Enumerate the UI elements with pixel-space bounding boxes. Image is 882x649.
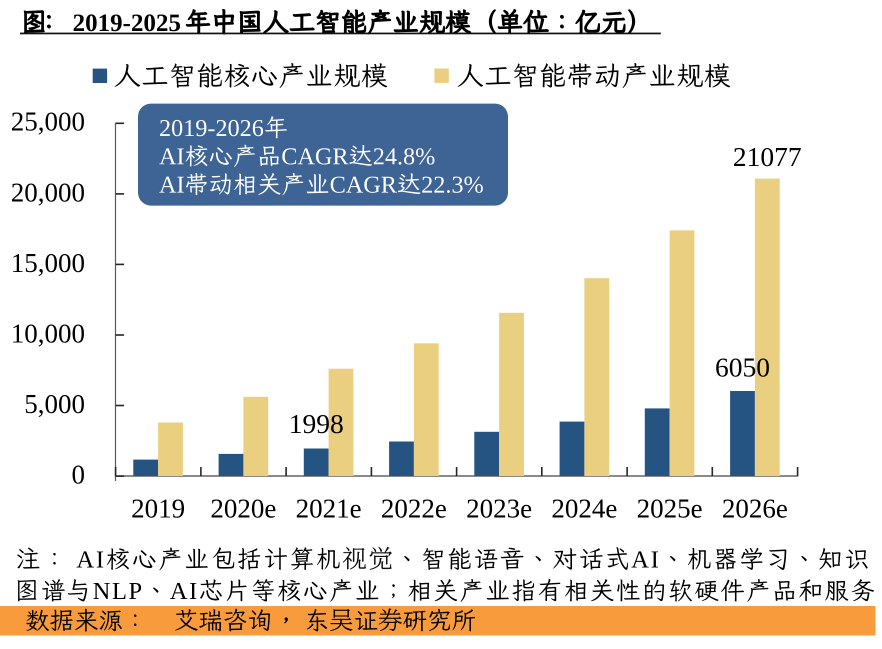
svg-text:5,000: 5,000 xyxy=(24,389,85,419)
svg-text:2020e: 2020e xyxy=(210,494,276,524)
svg-text:0: 0 xyxy=(72,460,86,490)
svg-text:2023e: 2023e xyxy=(466,494,532,524)
svg-text:1998: 1998 xyxy=(289,408,344,439)
svg-text:2026e: 2026e xyxy=(722,494,788,524)
svg-text:25,000: 25,000 xyxy=(11,107,85,137)
svg-text:2024e: 2024e xyxy=(551,494,617,524)
svg-text:2019: 2019 xyxy=(131,494,185,524)
svg-text:10,000: 10,000 xyxy=(11,318,85,348)
svg-text:2021e: 2021e xyxy=(296,494,362,524)
svg-text:2022e: 2022e xyxy=(381,494,447,524)
svg-text:20,000: 20,000 xyxy=(11,177,85,207)
svg-text:6050: 6050 xyxy=(715,352,770,383)
svg-text:2025e: 2025e xyxy=(637,494,703,524)
svg-text:15,000: 15,000 xyxy=(11,248,85,278)
svg-text:21077: 21077 xyxy=(733,141,802,172)
